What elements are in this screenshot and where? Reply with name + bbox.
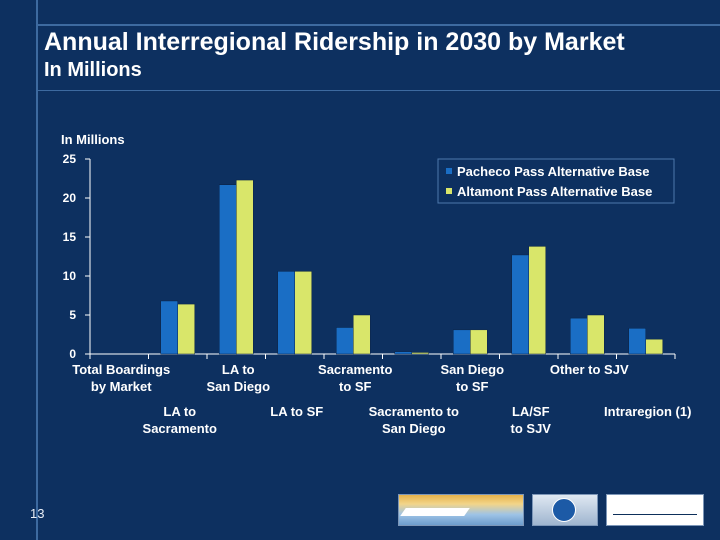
bar-altamont [294,271,312,355]
x-category-label: Intraregion (1) [604,404,691,419]
bar-pacheco [511,254,529,355]
bar-altamont [528,246,546,355]
legend-label: Altamont Pass Alternative Base [457,184,652,199]
x-category-label: LA/SF [512,404,550,419]
title-divider [36,90,720,91]
bar-altamont [353,314,371,355]
bar-pacheco [628,328,646,355]
transit-agency-logo [532,494,598,526]
x-category-label: to SJV [511,421,552,436]
legend-swatch [446,168,452,174]
x-category-label: San Diego [206,379,270,394]
y-tick-label: 15 [63,230,77,244]
top-frame-rule [36,24,720,26]
x-category-label: Total Boardings [72,362,170,377]
y-tick-label: 25 [63,152,77,166]
slide-title: Annual Interregional Ridership in 2030 b… [44,28,625,56]
legend-swatch [446,188,452,194]
bar-altamont [587,314,605,355]
bar-altamont [470,329,488,355]
high-speed-rail-logo [398,494,524,526]
x-category-label: Sacramento [318,362,392,377]
left-frame-rule [36,0,38,540]
x-category-label: to SF [339,379,372,394]
legend-box [437,158,675,204]
x-category-label: by Market [91,379,152,394]
bar-altamont [411,352,429,355]
x-category-label: LA to [163,404,196,419]
legend-label: Pacheco Pass Alternative Base [457,164,649,179]
bar-pacheco [336,327,354,355]
y-axis-label: In Millions [61,132,125,147]
y-tick-label: 5 [69,308,76,322]
y-tick-label: 10 [63,269,77,283]
y-tick-label: 0 [69,347,76,361]
x-category-label: to SF [456,379,489,394]
bar-pacheco [160,300,178,355]
bar-altamont [236,179,254,355]
x-category-label: Sacramento to [369,404,459,419]
x-category-label: LA to SF [270,404,323,419]
x-category-label: LA to [222,362,255,377]
slide-subtitle: In Millions [44,59,142,81]
y-tick-label: 20 [63,191,77,205]
bar-pacheco [219,184,237,355]
bar-pacheco [453,329,471,355]
x-category-label: Other to SJV [550,362,629,377]
bar-pacheco [394,351,412,355]
bar-altamont [177,303,195,355]
bar-pacheco [570,317,588,355]
x-category-label: Sacramento [143,421,217,436]
page-number: 13 [30,506,45,521]
bar-altamont [645,338,663,355]
x-category-label: San Diego [440,362,504,377]
bar-pacheco [277,271,295,355]
cambridge-systematics-logo [606,494,704,526]
x-category-label: San Diego [382,421,446,436]
